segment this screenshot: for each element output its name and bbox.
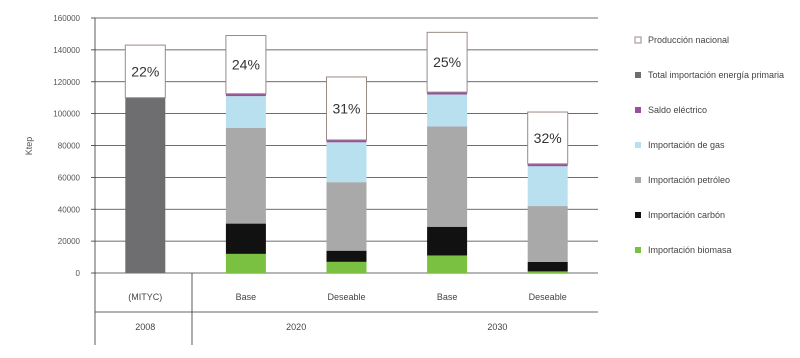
bar-segment bbox=[326, 250, 367, 262]
y-tick-label: 20000 bbox=[58, 237, 81, 246]
bar-segment bbox=[326, 182, 367, 251]
bar-segment bbox=[326, 76, 367, 141]
legend-swatch bbox=[635, 72, 641, 78]
bar-segment bbox=[527, 111, 569, 165]
legend-swatch bbox=[635, 177, 641, 183]
bar-segment bbox=[326, 139, 367, 143]
bar-segment bbox=[426, 31, 468, 93]
legend-label: Saldo eléctrico bbox=[648, 105, 707, 115]
y-tick-label: 40000 bbox=[58, 205, 81, 214]
legend-label: Importación petróleo bbox=[648, 175, 730, 185]
y-tick-label: 160000 bbox=[53, 14, 80, 23]
bar-segment bbox=[225, 127, 266, 224]
legend-swatch bbox=[635, 107, 641, 113]
bar-segment bbox=[427, 126, 468, 227]
group-label: 2008 bbox=[135, 322, 155, 332]
y-tick-label: 100000 bbox=[53, 110, 80, 119]
legend-label: Importación biomasa bbox=[648, 245, 732, 255]
bar-segment bbox=[225, 253, 266, 273]
bar-segment bbox=[125, 97, 166, 273]
y-tick-label: 60000 bbox=[58, 173, 81, 182]
legend-swatch bbox=[634, 36, 642, 44]
bar-segment bbox=[427, 226, 468, 256]
y-axis-ticks: 0 20000 40000 60000 80000 100000 120000 140000 1… bbox=[53, 14, 80, 278]
bar-segment bbox=[527, 271, 568, 273]
legend-swatch bbox=[635, 212, 641, 218]
legend-label: Importación de gas bbox=[648, 140, 725, 150]
bar-segment bbox=[427, 94, 468, 127]
bar-segment bbox=[326, 142, 367, 183]
bar-segment bbox=[225, 35, 267, 95]
legend-label: Importación carbón bbox=[648, 210, 725, 220]
y-tick-label: 0 bbox=[76, 269, 81, 278]
category-label: (MITYC) bbox=[128, 292, 162, 302]
bar-segment bbox=[427, 255, 468, 273]
bar-segment bbox=[225, 93, 266, 97]
bar-segment bbox=[527, 166, 568, 207]
group-label: 2020 bbox=[286, 322, 306, 332]
legend-label: Producción nacional bbox=[648, 35, 729, 45]
category-label: Deseable bbox=[529, 292, 567, 302]
bar-segment bbox=[225, 96, 266, 128]
category-label: Base bbox=[437, 292, 458, 302]
bar-segment bbox=[326, 261, 367, 273]
bar-segment bbox=[527, 261, 568, 272]
percent-label: 32% bbox=[534, 130, 562, 146]
category-label: Deseable bbox=[327, 292, 365, 302]
y-axis-label: Ktep bbox=[24, 137, 34, 156]
x-axis: (MITYC) Base Deseable Base Deseable 2008 2020 2… bbox=[94, 273, 598, 345]
bar-segment bbox=[427, 92, 468, 95]
percent-label: 22% bbox=[131, 63, 159, 79]
bar-segment bbox=[527, 163, 568, 167]
group-label: 2030 bbox=[487, 322, 507, 332]
legend-swatch bbox=[635, 247, 641, 253]
percent-label: 25% bbox=[433, 54, 461, 70]
percent-label: 24% bbox=[232, 57, 260, 73]
bar-segment bbox=[225, 223, 266, 254]
y-tick-label: 80000 bbox=[58, 142, 81, 151]
bar-segment bbox=[124, 44, 166, 99]
legend-label: Total importación energía primaria bbox=[648, 70, 784, 80]
y-tick-label: 120000 bbox=[53, 78, 80, 87]
bars: 22% 24% 31% 25% 32% bbox=[124, 31, 569, 273]
legend: Producción nacional Total importación ene… bbox=[634, 35, 784, 255]
bar-segment bbox=[527, 206, 568, 262]
legend-swatch bbox=[635, 142, 641, 148]
y-tick-label: 140000 bbox=[53, 46, 80, 55]
percent-label: 31% bbox=[332, 100, 360, 116]
category-label: Base bbox=[236, 292, 257, 302]
